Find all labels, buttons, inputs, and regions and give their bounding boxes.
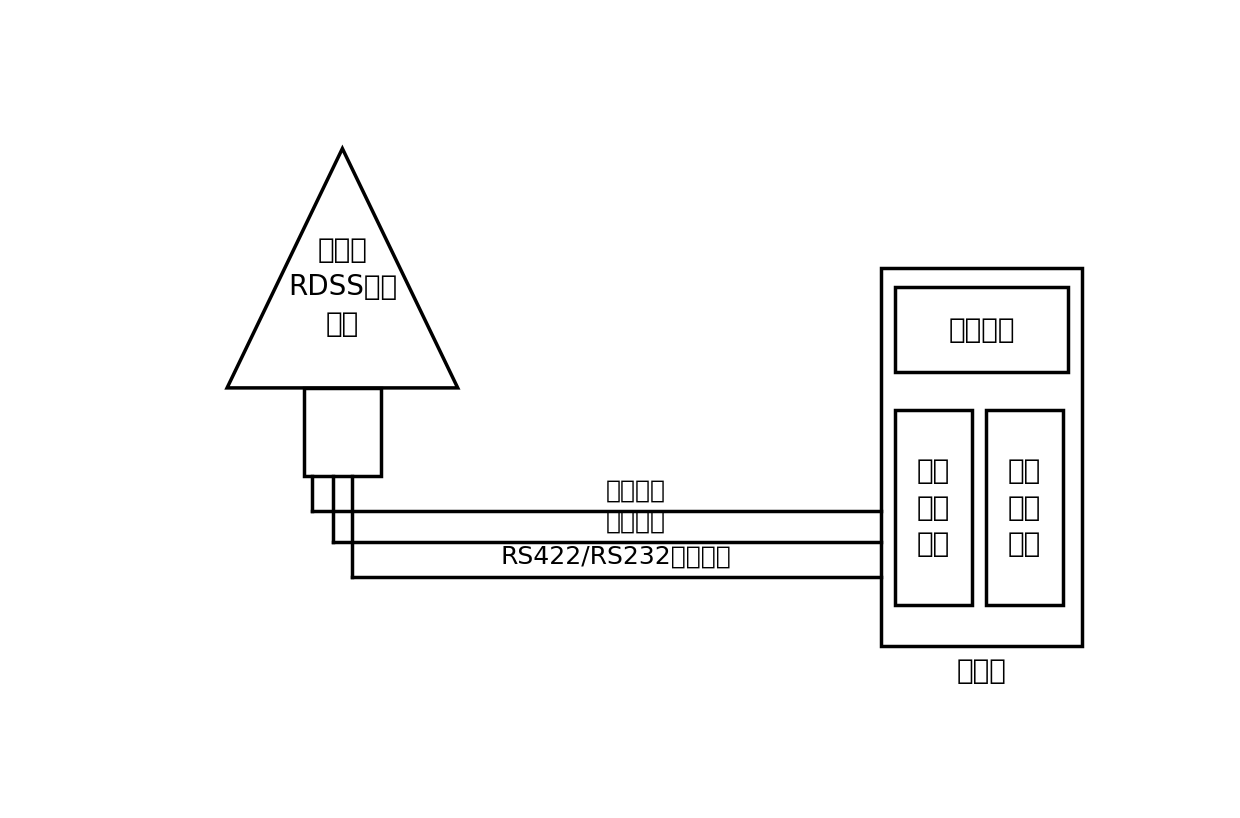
Text: 远程
通信
模块: 远程 通信 模块: [1008, 456, 1042, 559]
Text: 集中器: 集中器: [956, 658, 1007, 685]
Text: 显示模块: 显示模块: [949, 316, 1014, 344]
Text: RS422/RS232传输线缆: RS422/RS232传输线缆: [501, 545, 732, 569]
Bar: [895, 287, 1068, 372]
Text: 网络线缆: 网络线缆: [605, 510, 666, 534]
Bar: [880, 268, 1083, 646]
Text: 外挂式
RDSS通信
模块: 外挂式 RDSS通信 模块: [288, 236, 397, 338]
Bar: [986, 410, 1063, 605]
Text: 供电线缆: 供电线缆: [605, 479, 666, 502]
Text: 本地
通信
模块: 本地 通信 模块: [916, 456, 950, 559]
Bar: [895, 410, 972, 605]
Bar: [304, 388, 381, 476]
